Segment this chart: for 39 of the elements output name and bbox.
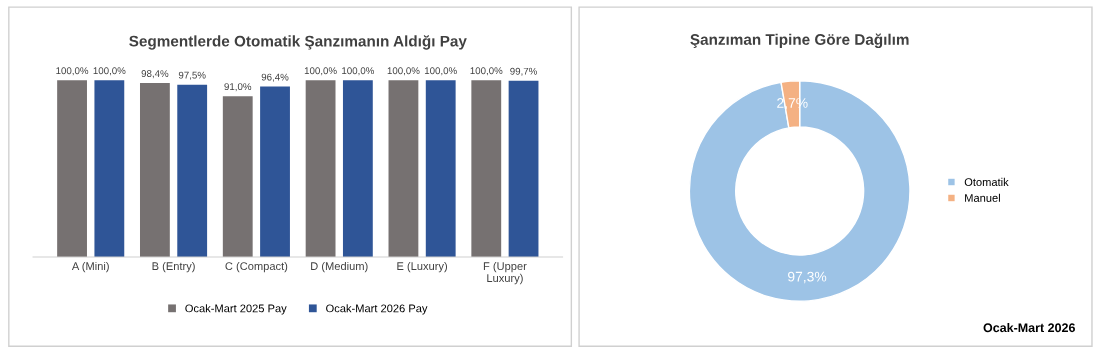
x-tick-label: B (Entry) xyxy=(152,261,195,273)
data-label: 100,0% xyxy=(56,67,89,76)
bar xyxy=(222,96,253,258)
data-label: 100,0% xyxy=(93,67,126,76)
data-label: 96,4% xyxy=(261,73,289,82)
bar xyxy=(425,80,456,258)
legend-label: Manuel xyxy=(965,193,1000,202)
bar xyxy=(260,86,290,258)
data-label: 97,3% xyxy=(788,271,827,284)
x-tick-label: F (Upper Luxury) xyxy=(483,261,527,285)
chart-title: Segmentlerde Otomatik Şanzımanın Aldığı Pay xyxy=(129,35,467,50)
bar xyxy=(94,80,125,258)
data-label: 91,0% xyxy=(224,83,252,92)
bar xyxy=(508,80,539,258)
x-tick-label: D (Medium) xyxy=(311,261,368,273)
bar xyxy=(388,80,419,258)
bar xyxy=(177,84,208,258)
chart-title: Şanzıman Tipine Göre Dağılım xyxy=(690,33,909,49)
legend-label: Ocak-Mart 2025 Pay xyxy=(185,304,287,315)
legend-label: Otomatik xyxy=(964,177,1009,187)
data-label: 100,0% xyxy=(342,67,375,76)
x-tick-label: C (Compact) xyxy=(225,261,288,273)
bar xyxy=(471,80,502,258)
data-label: 100,0% xyxy=(304,67,337,76)
bar xyxy=(342,80,373,258)
data-label: 99,7% xyxy=(510,67,537,76)
data-label: 100,0% xyxy=(470,67,503,76)
bar xyxy=(305,80,336,258)
bar xyxy=(140,83,170,258)
data-label: 98,4% xyxy=(141,70,169,79)
x-tick-label: E (Luxury) xyxy=(397,261,448,273)
data-label: 100,0% xyxy=(424,67,457,76)
text: Ocak-Mart 2026 xyxy=(983,322,1075,333)
legend-label: Ocak-Mart 2026 Pay xyxy=(326,304,428,315)
data-label: 97,5% xyxy=(178,71,206,80)
x-tick-label: A (Mini) xyxy=(71,261,109,273)
bar xyxy=(57,80,87,258)
donut-slice xyxy=(688,79,911,302)
data-label: 100,0% xyxy=(387,67,420,76)
